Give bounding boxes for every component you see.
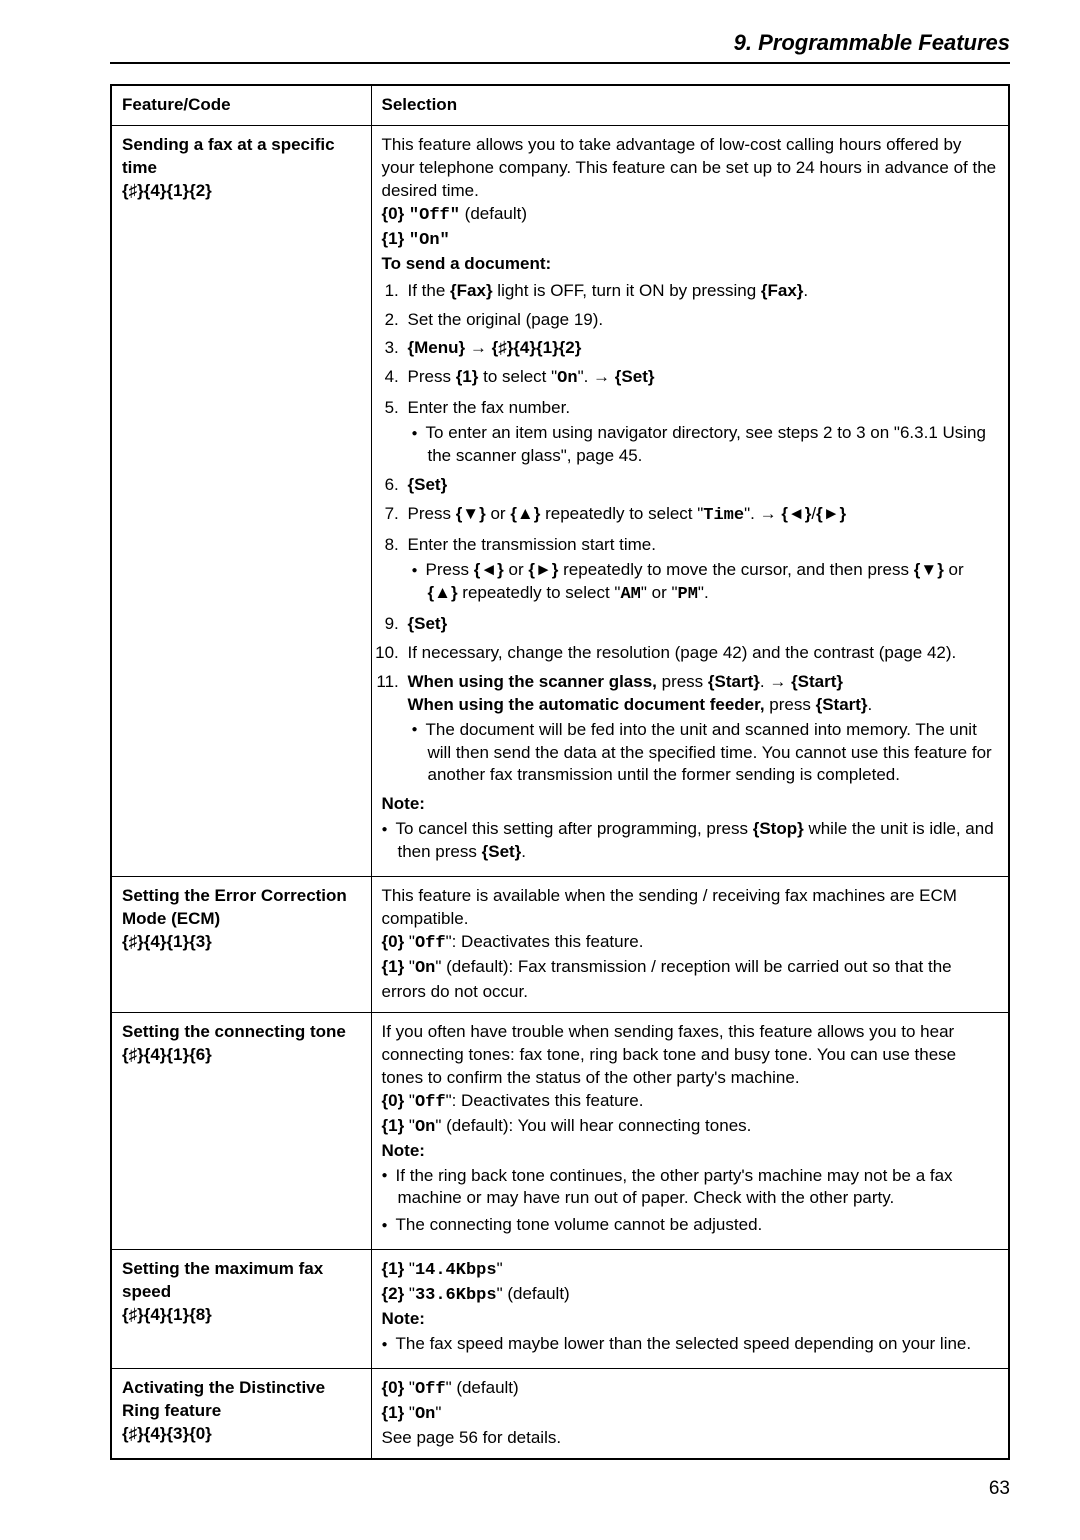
intro-text: This feature allows you to take advantag…	[382, 134, 999, 203]
note-label: Note:	[382, 793, 999, 816]
features-table: Feature/Code Selection Sending a fax at …	[110, 84, 1010, 1460]
step-item: Enter the transmission start time. Press…	[404, 534, 999, 607]
ref-text: See page 56 for details.	[382, 1427, 999, 1450]
step-item: Press {1} to select "On". → {Set}	[404, 366, 999, 391]
option-line: {1} "On" (default): Fax transmission / r…	[382, 956, 999, 1004]
step-item: When using the scanner glass, press {Sta…	[404, 671, 999, 788]
steps-list: If the {Fax} light is OFF, turn it ON by…	[382, 280, 999, 788]
selection-cell: If you often have trouble when sending f…	[371, 1012, 1009, 1249]
feature-code: {♯}{4}{1}{3}	[122, 931, 361, 954]
sub-bullet: The document will be fed into the unit a…	[424, 719, 999, 788]
intro-text: This feature is available when the sendi…	[382, 885, 999, 931]
feature-cell: Setting the Error Correction Mode (ECM) …	[111, 877, 371, 1013]
sub-bullet: Press {◄} or {►} repeatedly to move the …	[424, 559, 999, 607]
feature-title: Sending a fax at a specific time	[122, 134, 361, 180]
option-line: {1} "14.4Kbps"	[382, 1258, 999, 1283]
step-item: {Set}	[404, 474, 999, 497]
feature-code: {♯}{4}{1}{6}	[122, 1044, 361, 1067]
feature-code: {♯}{4}{1}{8}	[122, 1304, 361, 1327]
page-number: 63	[110, 1478, 1010, 1500]
sub-bullet: To enter an item using navigator directo…	[424, 422, 999, 468]
feature-title: Setting the maximum fax speed	[122, 1258, 361, 1304]
selection-cell: {0} "Off" (default) {1} "On" See page 56…	[371, 1369, 1009, 1459]
selection-cell: This feature allows you to take advantag…	[371, 125, 1009, 876]
feature-cell: Setting the maximum fax speed {♯}{4}{1}{…	[111, 1250, 371, 1369]
step-item: Set the original (page 19).	[404, 309, 999, 332]
option-line: {0} "Off": Deactivates this feature.	[382, 1090, 999, 1115]
feature-code: {♯}{4}{1}{2}	[122, 180, 361, 203]
header-selection: Selection	[371, 85, 1009, 125]
option-line: {2} "33.6Kbps" (default)	[382, 1283, 999, 1308]
step-item: If the {Fax} light is OFF, turn it ON by…	[404, 280, 999, 303]
option-line: {1} "On" (default): You will hear connec…	[382, 1115, 999, 1140]
selection-cell: This feature is available when the sendi…	[371, 877, 1009, 1013]
feature-cell: Setting the connecting tone {♯}{4}{1}{6}	[111, 1012, 371, 1249]
note-bullet: The connecting tone volume cannot be adj…	[398, 1214, 999, 1237]
table-row: Setting the Error Correction Mode (ECM) …	[111, 877, 1009, 1013]
page-header: 9. Programmable Features	[110, 30, 1010, 64]
option-line: {0} "Off" (default)	[382, 203, 999, 228]
step-item: Enter the fax number. To enter an item u…	[404, 397, 999, 468]
option-line: {1} "On"	[382, 1402, 999, 1427]
note-label: Note:	[382, 1140, 999, 1163]
option-line: {0} "Off": Deactivates this feature.	[382, 931, 999, 956]
selection-cell: {1} "14.4Kbps" {2} "33.6Kbps" (default) …	[371, 1250, 1009, 1369]
feature-cell: Sending a fax at a specific time {♯}{4}{…	[111, 125, 371, 876]
feature-title: Setting the connecting tone	[122, 1021, 361, 1044]
table-row: Sending a fax at a specific time {♯}{4}{…	[111, 125, 1009, 876]
table-row: Setting the connecting tone {♯}{4}{1}{6}…	[111, 1012, 1009, 1249]
feature-title: Setting the Error Correction Mode (ECM)	[122, 885, 361, 931]
send-heading: To send a document:	[382, 253, 999, 276]
note-bullet: If the ring back tone continues, the oth…	[398, 1165, 999, 1211]
chapter-title: 9. Programmable Features	[734, 30, 1010, 55]
option-line: {0} "Off" (default)	[382, 1377, 999, 1402]
step-item: {Menu} → {♯}{4}{1}{2}	[404, 337, 999, 360]
feature-cell: Activating the Distinctive Ring feature …	[111, 1369, 371, 1459]
step-item: {Set}	[404, 613, 999, 636]
table-row: Setting the maximum fax speed {♯}{4}{1}{…	[111, 1250, 1009, 1369]
step-item: If necessary, change the resolution (pag…	[404, 642, 999, 665]
intro-text: If you often have trouble when sending f…	[382, 1021, 999, 1090]
note-label: Note:	[382, 1308, 999, 1331]
table-row: Activating the Distinctive Ring feature …	[111, 1369, 1009, 1459]
note-bullet: The fax speed maybe lower than the selec…	[398, 1333, 999, 1356]
step-item: Press {▼} or {▲} repeatedly to select "T…	[404, 503, 999, 528]
feature-title: Activating the Distinctive Ring feature	[122, 1377, 361, 1423]
header-feature: Feature/Code	[111, 85, 371, 125]
note-bullet: To cancel this setting after programming…	[398, 818, 999, 864]
option-line: {1} "On"	[382, 228, 999, 253]
feature-code: {♯}{4}{3}{0}	[122, 1423, 361, 1446]
